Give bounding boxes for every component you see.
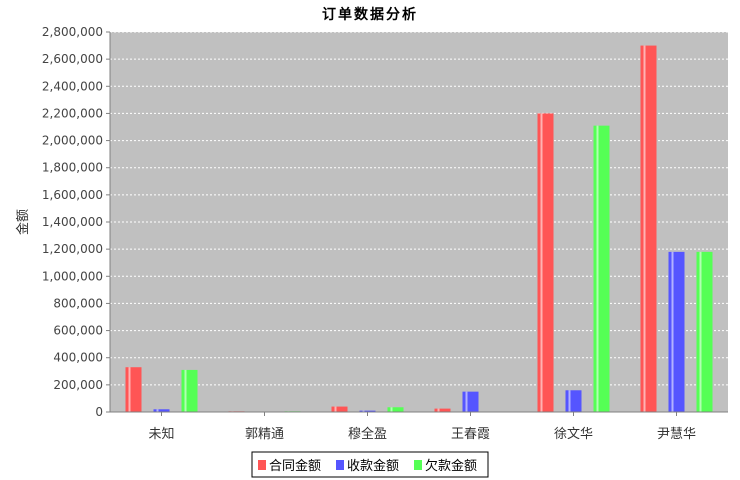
legend: 合同金额 收款金额 欠款金额 xyxy=(251,451,489,478)
y-tick-label: 1,400,000 xyxy=(42,215,103,229)
y-axis-title: 金额 xyxy=(15,209,31,235)
y-tick-label: 800,000 xyxy=(53,296,103,310)
y-tick-label: 200,000 xyxy=(53,378,103,392)
y-tick-label: 0 xyxy=(95,405,103,419)
bar xyxy=(387,407,404,412)
bar xyxy=(668,251,685,412)
y-tick-label: 2,200,000 xyxy=(42,106,103,120)
x-tick-label: 王春霞 xyxy=(451,427,490,442)
y-tick-label: 1,600,000 xyxy=(42,188,103,202)
bar xyxy=(537,113,554,412)
legend-label: 合同金额 xyxy=(269,458,321,474)
legend-box xyxy=(251,451,489,478)
bar-highlight xyxy=(437,408,440,412)
legend-swatch xyxy=(414,460,422,470)
bar-highlight xyxy=(128,367,131,412)
bar xyxy=(640,45,657,412)
bar-highlight xyxy=(334,406,337,412)
bar-fill xyxy=(537,113,554,412)
y-tick-label: 2,000,000 xyxy=(42,134,103,148)
y-tick-label: 1,200,000 xyxy=(42,242,103,256)
bar xyxy=(181,369,198,412)
y-tick-label: 2,800,000 xyxy=(42,25,103,39)
bar-fill xyxy=(565,390,582,412)
x-tick-label: 徐文华 xyxy=(554,427,593,442)
bar-fill xyxy=(181,369,198,412)
bar-highlight xyxy=(671,251,674,412)
gridlines xyxy=(110,31,728,386)
bar-fill xyxy=(153,409,170,412)
bar xyxy=(331,406,348,412)
bar-fill xyxy=(331,406,348,412)
bar-fill xyxy=(462,391,479,412)
bar-fill xyxy=(125,367,142,412)
bar-fill xyxy=(668,251,685,412)
bar xyxy=(696,251,713,412)
y-tick-label: 400,000 xyxy=(53,351,103,365)
x-axis-labels: 未知 郭精通 穆全盈 王春霞 徐文华 尹慧华 xyxy=(148,412,696,442)
bar-fill xyxy=(593,125,610,413)
y-tick-label: 1,800,000 xyxy=(42,161,103,175)
bar xyxy=(462,391,479,412)
bar xyxy=(565,390,582,412)
bars xyxy=(125,45,713,413)
bar-fill xyxy=(434,408,451,412)
bar-fill xyxy=(640,45,657,412)
legend-label: 收款金额 xyxy=(347,458,399,474)
bar xyxy=(153,409,170,412)
chart-title: 订单数据分析 xyxy=(322,6,418,23)
y-tick-label: 2,600,000 xyxy=(42,52,103,66)
y-tick-label: 600,000 xyxy=(53,324,103,338)
bar xyxy=(125,367,142,412)
y-axis-ticks: 0 200,000 400,000 600,000 800,000 1,000,000 1,… xyxy=(42,25,110,419)
x-tick-label: 未知 xyxy=(148,426,174,442)
bar-highlight xyxy=(362,410,365,412)
bar-highlight xyxy=(568,390,571,412)
bar xyxy=(593,125,610,413)
bar-highlight xyxy=(156,409,159,412)
bar-highlight xyxy=(184,369,187,412)
bar-fill xyxy=(696,251,713,412)
bar xyxy=(434,408,451,412)
bar-highlight xyxy=(699,251,702,412)
x-tick-label: 郭精通 xyxy=(245,426,284,442)
x-tick-label: 尹慧华 xyxy=(657,426,696,442)
bar-fill xyxy=(359,410,376,412)
legend-swatch xyxy=(336,460,344,470)
legend-swatch xyxy=(258,460,266,470)
y-tick-label: 1,000,000 xyxy=(42,269,103,283)
bar-fill xyxy=(387,407,404,412)
bar-highlight xyxy=(643,45,646,412)
bar-highlight xyxy=(390,407,393,412)
bar xyxy=(359,410,376,412)
bar-highlight xyxy=(465,391,468,412)
x-tick-label: 穆全盈 xyxy=(348,426,387,442)
y-tick-label: 2,400,000 xyxy=(42,79,103,93)
legend-label: 欠款金额 xyxy=(425,458,477,474)
bar-highlight xyxy=(540,113,543,412)
bar-highlight xyxy=(596,125,599,413)
